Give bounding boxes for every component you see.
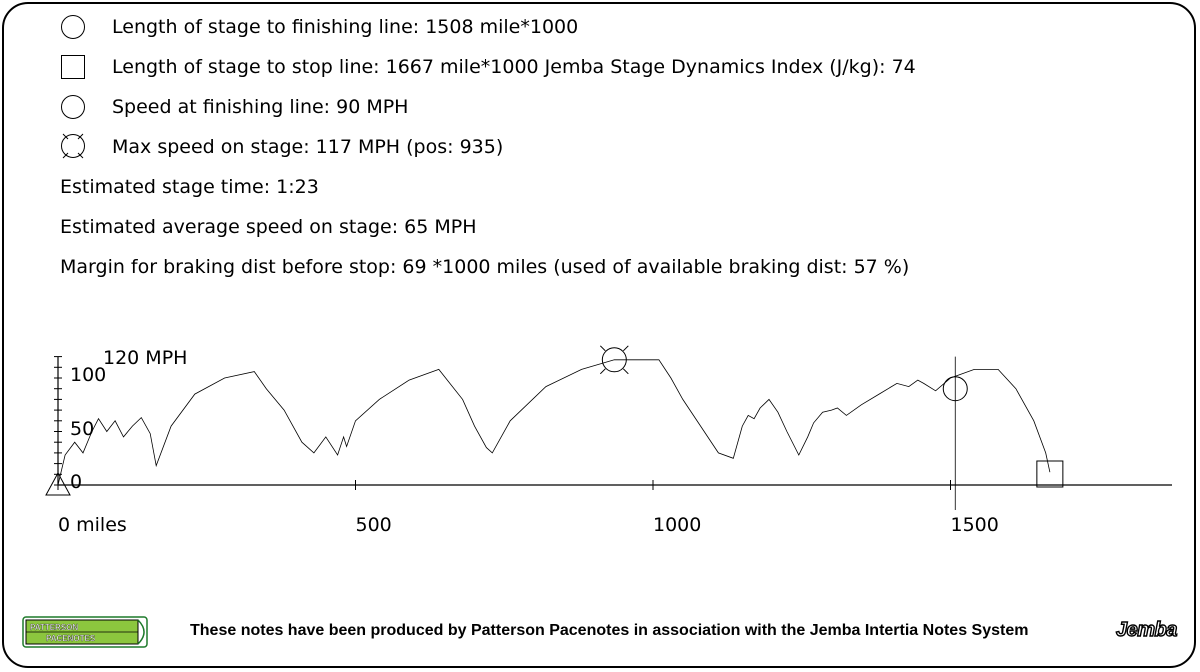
max-speed-marker bbox=[601, 347, 627, 373]
max-speed-circle-icon bbox=[61, 133, 85, 159]
max-speed-marker-tick bbox=[599, 368, 606, 375]
speed-line bbox=[57, 359, 1051, 486]
avg-speed-text: Estimated average speed on stage: 65 MPH bbox=[60, 216, 477, 238]
credit-text: These notes have been produced by Patter… bbox=[190, 622, 1029, 639]
finish-circle-icon bbox=[61, 15, 85, 39]
finish-speed-text: Speed at finishing line: 90 MPH bbox=[112, 96, 409, 118]
x-tick-label: 0 miles bbox=[58, 514, 127, 536]
max-speed-marker-tick bbox=[622, 345, 629, 352]
stage-time-text: Estimated stage time: 1:23 bbox=[60, 176, 319, 198]
y-tick-label: 100 bbox=[70, 364, 107, 386]
max-speed-marker-tick bbox=[622, 368, 629, 375]
x-tick-label: 1000 bbox=[653, 514, 702, 536]
stop-square-marker bbox=[1036, 460, 1064, 488]
finish-speed-circle-icon bbox=[61, 95, 85, 119]
y-axis-title: 120 MPH bbox=[103, 346, 188, 369]
svg-text:PATTERSON: PATTERSON bbox=[30, 623, 78, 632]
finish-length-text: Length of stage to finishing line: 1508 … bbox=[112, 16, 579, 38]
jemba-logo: Jemba bbox=[1115, 618, 1178, 641]
stop-square-icon bbox=[61, 55, 85, 79]
finish-speed-marker bbox=[942, 376, 968, 402]
svg-text:PACENOTES: PACENOTES bbox=[46, 634, 96, 643]
y-tick-label: 50 bbox=[70, 417, 95, 440]
x-tick-label: 1500 bbox=[950, 514, 999, 536]
start-triangle-marker bbox=[45, 471, 71, 496]
stop-length-text: Length of stage to stop line: 1667 mile*… bbox=[112, 56, 916, 78]
x-tick-label: 500 bbox=[355, 514, 392, 536]
braking-margin-text: Margin for braking dist before stop: 69 … bbox=[60, 256, 910, 278]
max-speed-marker-tick bbox=[599, 345, 606, 352]
max-speed-text: Max speed on stage: 117 MPH (pos: 935) bbox=[112, 136, 504, 158]
patterson-pacenotes-logo: PATTERSON PACENOTES bbox=[22, 616, 148, 648]
y-tick-label: 0 bbox=[70, 471, 83, 493]
